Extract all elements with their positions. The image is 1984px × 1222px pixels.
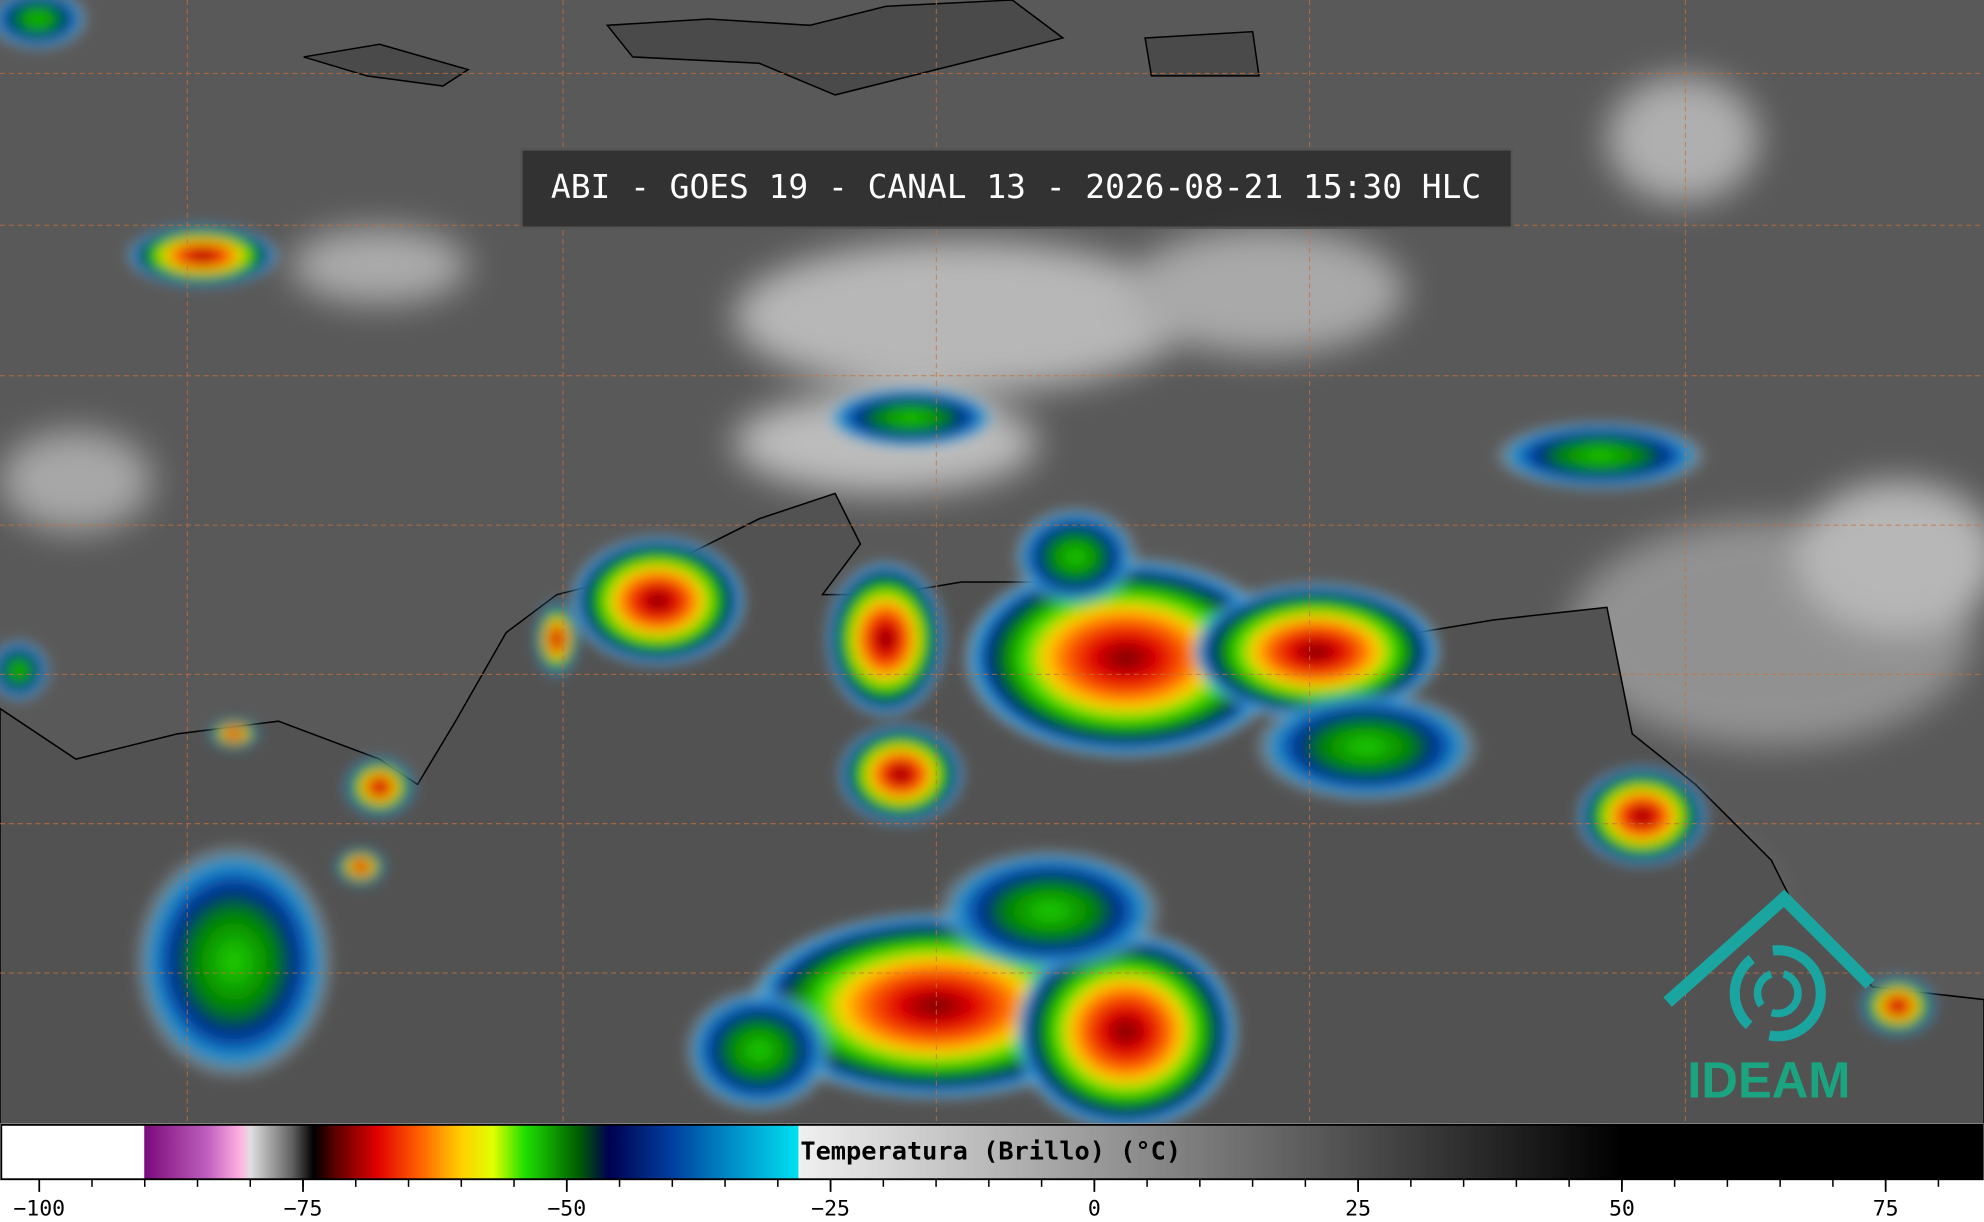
colorbar-label: Temperatura (Brillo) (°C) bbox=[800, 1137, 1181, 1166]
tick-label: −25 bbox=[811, 1197, 850, 1222]
tick-label: −50 bbox=[547, 1197, 586, 1222]
title-box bbox=[520, 148, 1514, 230]
tick-label: −75 bbox=[284, 1197, 323, 1222]
tick-label: 25 bbox=[1345, 1197, 1371, 1222]
logo-swirl bbox=[1729, 945, 1826, 1042]
logo-swirl bbox=[1753, 969, 1802, 1018]
colorbar bbox=[0, 1123, 1984, 1181]
logo-text: IDEAM bbox=[1687, 1052, 1850, 1109]
title: ABI - GOES 19 - CANAL 13 - 2026-08-21 15… bbox=[551, 167, 1481, 206]
tick-label: −100 bbox=[13, 1197, 65, 1222]
tick-label: 50 bbox=[1609, 1197, 1635, 1222]
tick-label: 0 bbox=[1088, 1197, 1101, 1222]
coastlines bbox=[303, 0, 1260, 96]
logo: IDEAM bbox=[1663, 889, 1875, 1109]
tick-label: 75 bbox=[1873, 1197, 1899, 1222]
logo-roof bbox=[1663, 889, 1875, 1007]
colorbar-axis: −100 −75 −50 −25 0 25 50 75 bbox=[13, 1179, 1940, 1222]
